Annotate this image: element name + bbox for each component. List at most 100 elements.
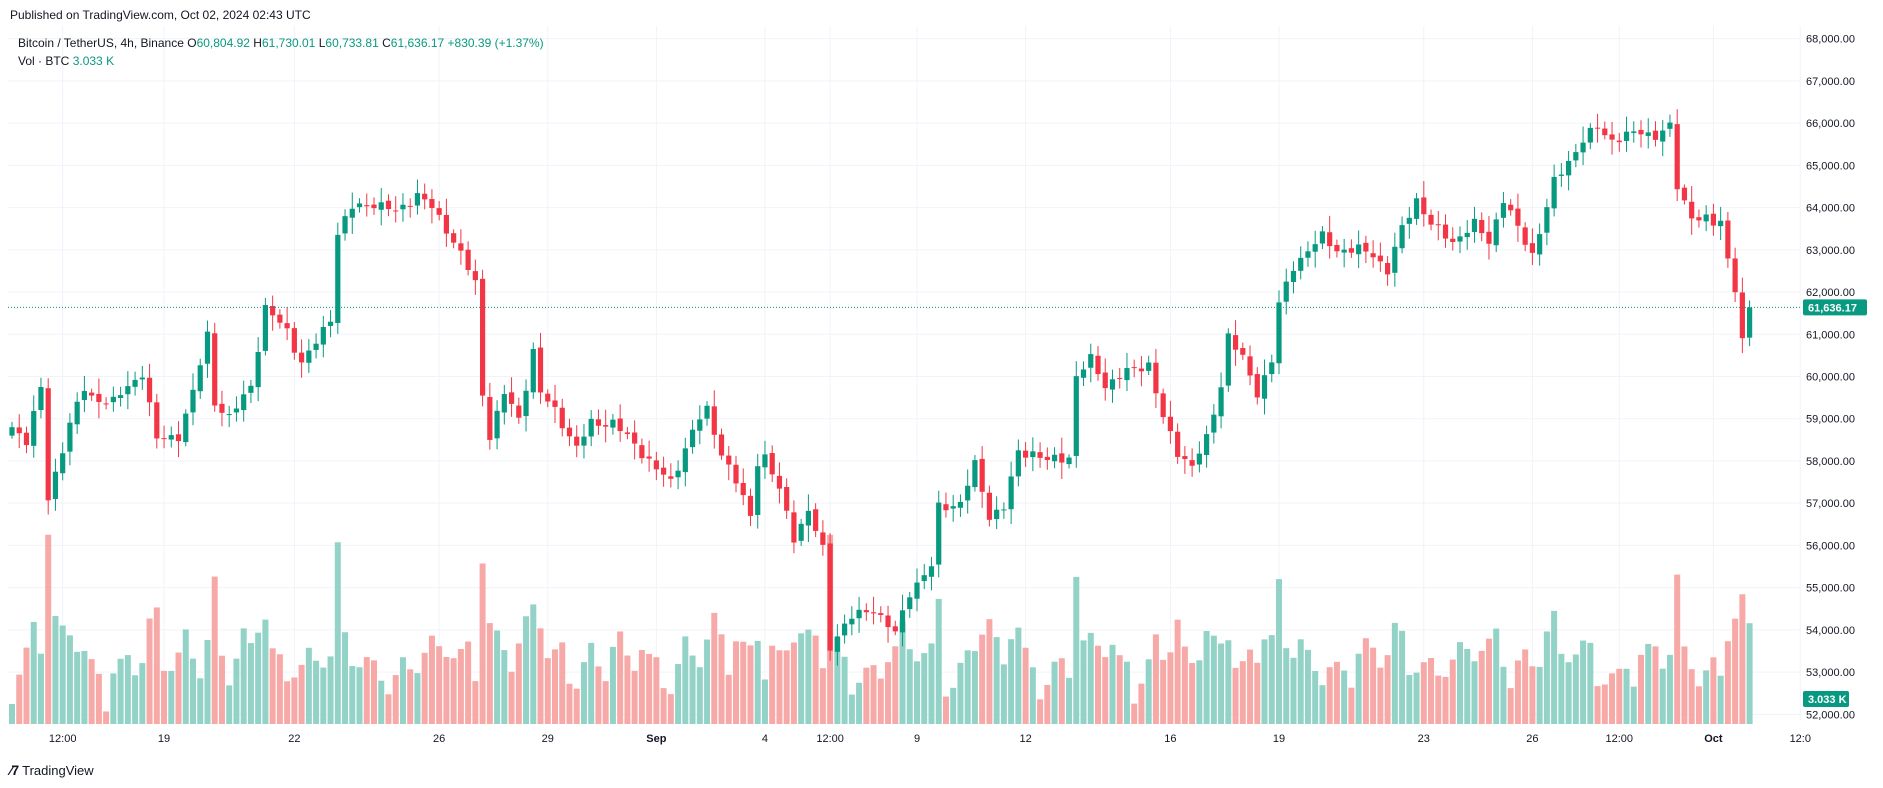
- candle-body: [646, 456, 652, 459]
- volume-bar: [1370, 647, 1377, 724]
- volume-bar: [1580, 640, 1587, 724]
- candle-body: [697, 419, 703, 431]
- candle-body: [393, 210, 399, 212]
- volume-bar: [23, 647, 30, 724]
- candles: [9, 109, 1753, 666]
- price-tick-label: 68,000.00: [1806, 34, 1855, 46]
- candle-body: [16, 427, 22, 434]
- volume-bar: [660, 688, 667, 724]
- candle-body: [516, 405, 522, 418]
- volume-bar: [1457, 642, 1463, 724]
- candle-body: [1500, 203, 1507, 218]
- volume-bar: [1109, 644, 1116, 724]
- volume-bar: [1428, 658, 1435, 724]
- candle-body: [1204, 434, 1210, 456]
- volume-bar: [704, 639, 711, 724]
- volume-bar: [1616, 668, 1623, 724]
- candle-body: [139, 377, 145, 380]
- volume-bar: [899, 621, 906, 724]
- candle-body: [791, 512, 797, 543]
- candle-body: [537, 347, 544, 393]
- volume-bar: [1485, 638, 1492, 724]
- candle-body: [1102, 372, 1108, 389]
- volume-bar: [1015, 627, 1022, 724]
- volume-bar: [146, 618, 153, 724]
- volume-bar: [1261, 639, 1268, 724]
- volume-bar: [1717, 675, 1724, 724]
- volume-legend-row: Vol · BTC 3.033 K: [18, 52, 544, 70]
- volume-bar: [1391, 622, 1398, 724]
- volume-bar: [544, 658, 551, 724]
- candle-body: [566, 427, 573, 437]
- candle-body: [1023, 450, 1029, 458]
- volume-bar: [1587, 642, 1594, 724]
- volume-bar: [153, 607, 160, 724]
- volume-bar: [269, 648, 276, 724]
- volume-bar: [320, 667, 327, 724]
- candle-body: [1261, 375, 1268, 399]
- volume-bar: [1681, 646, 1688, 724]
- candle-body: [1428, 214, 1434, 225]
- volume-bar: [1167, 652, 1174, 724]
- volume-bar: [812, 635, 819, 724]
- candle-body: [1573, 152, 1579, 161]
- price-tick-label: 58,000.00: [1806, 456, 1855, 468]
- candle-body: [1602, 128, 1608, 136]
- candle-body: [1276, 302, 1282, 364]
- volume-bar: [436, 646, 443, 724]
- candle-body: [603, 425, 609, 427]
- volume-bar: [226, 685, 233, 724]
- candle-body: [1442, 224, 1449, 239]
- high-value: 61,730.01: [261, 36, 316, 50]
- volume-bar: [1123, 661, 1130, 724]
- candle-body: [1479, 219, 1485, 234]
- volume-bar: [870, 665, 877, 724]
- candle-body: [1399, 225, 1405, 249]
- tradingview-brand[interactable]: ⁄7 TradingView: [10, 762, 94, 778]
- candle-body: [1095, 355, 1101, 375]
- volume-bar: [182, 629, 189, 724]
- chart-area[interactable]: 68,000.00 67,000.00 66,000.00 65,000.00 64,0…: [0, 24, 1883, 754]
- time-tick-label: 26: [1526, 733, 1538, 745]
- volume-bar: [964, 650, 971, 724]
- candle-body: [52, 471, 59, 499]
- volume-bar: [566, 683, 573, 724]
- candle-body: [277, 314, 283, 323]
- candle-body: [863, 610, 869, 613]
- volume-bar: [378, 680, 385, 724]
- candle-body: [1421, 197, 1427, 215]
- candle-body: [986, 492, 992, 520]
- candle-body: [270, 305, 276, 316]
- volume-bar: [1341, 670, 1348, 724]
- chart-legend: Bitcoin / TetherUS, 4h, Binance O60,804.…: [18, 34, 544, 70]
- candle-body: [204, 331, 211, 364]
- candle-body: [197, 365, 203, 392]
- volume-bar: [971, 651, 978, 724]
- volume-bar: [1022, 647, 1029, 724]
- candle-body: [1225, 333, 1231, 386]
- volume-bar: [1435, 675, 1442, 724]
- time-tick-label: 19: [1273, 733, 1285, 745]
- volume-bar: [1406, 674, 1413, 724]
- volume-bar: [914, 661, 920, 724]
- candle-body: [1508, 204, 1514, 211]
- candle-body: [1747, 307, 1753, 338]
- volume-bar: [1674, 574, 1681, 724]
- volume-bar: [494, 630, 501, 724]
- candle-body: [1167, 416, 1173, 432]
- candlestick-chart[interactable]: 68,000.00 67,000.00 66,000.00 65,000.00 64,0…: [0, 24, 1883, 754]
- volume-bar: [1037, 699, 1044, 724]
- volume-bar: [986, 619, 993, 724]
- published-caption: Published on TradingView.com, Oct 02, 20…: [10, 8, 311, 22]
- volume-bar: [667, 694, 674, 724]
- time-axis: 12:00 19 22 26 29 Sep 4 12:00 9 12 16 19 23 26 12:00 Oc…: [49, 733, 1811, 745]
- volume-bar: [783, 650, 790, 724]
- volume-bar: [255, 632, 262, 724]
- candle-body: [349, 208, 355, 218]
- volume-bar: [1572, 654, 1579, 724]
- candle-body: [67, 422, 73, 452]
- volume-bar: [1601, 684, 1608, 724]
- volume-bar: [631, 670, 638, 724]
- volume-bar: [1659, 668, 1666, 724]
- candle-body: [921, 575, 927, 582]
